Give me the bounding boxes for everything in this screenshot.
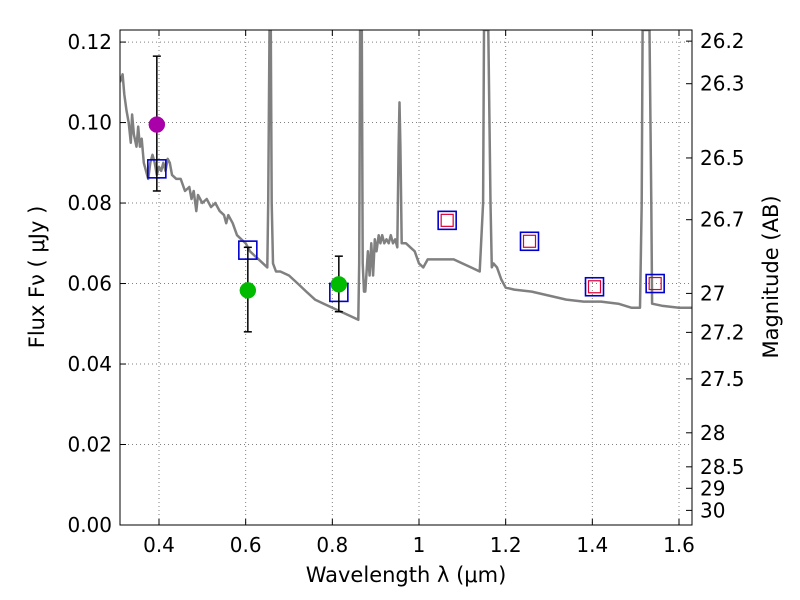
mag-tick-label: 28 bbox=[700, 421, 725, 445]
y-tick-label: 0.04 bbox=[67, 352, 112, 376]
mag-tick-label: 28.5 bbox=[700, 455, 745, 479]
mag-tick-label: 27.2 bbox=[700, 320, 745, 344]
model-photometry-square bbox=[519, 231, 540, 252]
model-spectrum-line bbox=[120, 30, 692, 322]
predicted-photometry-square bbox=[440, 213, 454, 227]
x-axis-title: Wavelength λ (μm) bbox=[306, 563, 507, 587]
x-tick-label: 0.4 bbox=[143, 533, 175, 557]
grid-layer bbox=[120, 30, 692, 526]
y-axis-title: Flux Fν ( μJy ) bbox=[25, 206, 49, 349]
mag-tick-label: 26.5 bbox=[700, 146, 745, 170]
x-tick-label: 1.4 bbox=[576, 533, 608, 557]
x-tick-label: 1.2 bbox=[490, 533, 522, 557]
model-photometry-square bbox=[645, 273, 665, 294]
mag-tick-label: 26.7 bbox=[700, 208, 745, 232]
tick-layer: 0.4 0.6 0.8 1 1.2 1.4 1.6 0.00 0.02 0.04 0.06 0.08 0… bbox=[67, 29, 744, 557]
mag-tick-label: 26.2 bbox=[700, 29, 745, 53]
predicted-photometry-square bbox=[587, 280, 602, 294]
observed-nir-point bbox=[330, 276, 348, 293]
y-tick-label: 0.06 bbox=[67, 272, 112, 296]
y-tick-label: 0.00 bbox=[67, 513, 112, 537]
y-tick-label: 0.02 bbox=[67, 433, 112, 457]
y-tick-label: 0.12 bbox=[67, 30, 112, 54]
mag-tick-label: 26.3 bbox=[700, 72, 745, 96]
plot-layer bbox=[120, 30, 692, 333]
mag-tick-label: 27.5 bbox=[700, 367, 745, 391]
mag-tick-label: 30 bbox=[700, 498, 725, 522]
x-tick-label: 1 bbox=[413, 533, 426, 557]
model-photometry-square bbox=[437, 210, 457, 231]
y-tick-label: 0.10 bbox=[67, 111, 112, 135]
y2-axis-title: Magnitude (AB) bbox=[759, 195, 783, 358]
observed-uv-point bbox=[148, 116, 166, 133]
x-tick-label: 0.6 bbox=[230, 533, 262, 557]
y-tick-label: 0.08 bbox=[67, 191, 112, 215]
plot-frame bbox=[119, 29, 693, 526]
predicted-photometry-square bbox=[648, 276, 662, 291]
x-tick-label: 0.8 bbox=[316, 533, 348, 557]
mag-tick-label: 29 bbox=[700, 476, 725, 500]
mag-tick-label: 27 bbox=[700, 281, 725, 305]
predicted-photometry-square bbox=[522, 234, 537, 248]
x-tick-label: 1.6 bbox=[663, 533, 695, 557]
model-photometry-square bbox=[584, 276, 605, 297]
observed-optical-point bbox=[239, 282, 257, 299]
